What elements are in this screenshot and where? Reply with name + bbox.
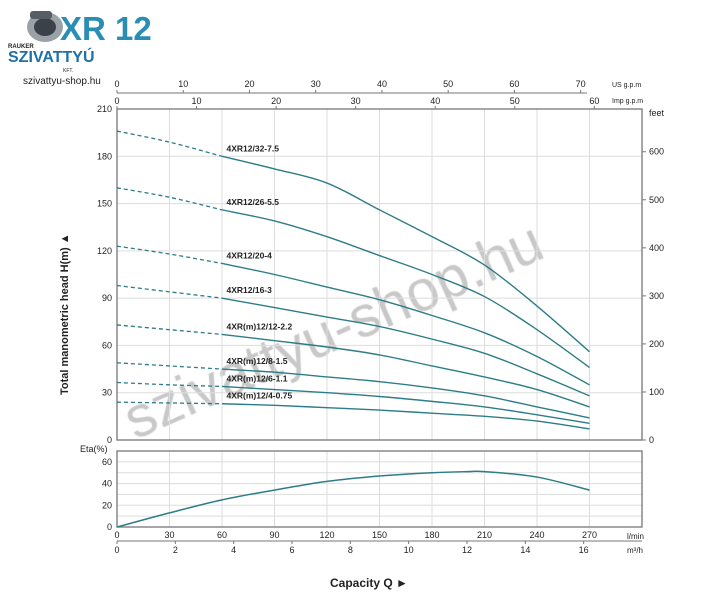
top-axis-tick-label: 0 (114, 96, 119, 106)
pump-curve (221, 368, 590, 419)
y-tick-label: 180 (97, 151, 112, 161)
efficiency-curve (116, 470, 590, 528)
y-tick-label: 30 (102, 388, 112, 398)
lmin-tick-label: 210 (477, 530, 492, 540)
curve-dashed-segment (116, 401, 223, 405)
pump-curve (221, 297, 590, 397)
y-tick-label: 90 (102, 293, 112, 303)
lmin-tick-label: 150 (372, 530, 387, 540)
feet-tick-label: 600 (649, 147, 664, 157)
top-axis-tick-label: 60 (589, 96, 599, 106)
eta-tick-label: 20 (102, 500, 112, 510)
pump-curve (221, 403, 590, 430)
logo: XR 12 RAUKER SZIVATTYÚ KFT. szivattyu-sh… (8, 10, 152, 87)
eta-tick-label: 0 (107, 522, 112, 532)
lmin-tick-label: 180 (424, 530, 439, 540)
pump-curve (221, 209, 590, 369)
x-axis-title: Capacity Q ► (330, 576, 408, 590)
y-tick-label: 150 (97, 199, 112, 209)
website-link[interactable]: szivattyu-shop.hu (23, 76, 101, 87)
feet-tick-label: 500 (649, 195, 664, 205)
lmin-tick-label: 120 (319, 530, 334, 540)
feet-tick-label: 400 (649, 243, 664, 253)
curve-dashed-segment (116, 324, 223, 336)
top-axis-tick-label: 20 (244, 79, 254, 89)
curve-label: 4XR(m)12/12-2.2 (227, 321, 293, 331)
lmin-tick-label: 90 (269, 530, 279, 540)
top-axis-tick-label: 70 (576, 79, 586, 89)
top-axis-tick-label: 30 (311, 79, 321, 89)
lmin-tick-label: 240 (529, 530, 544, 540)
eta-tick-label: 60 (102, 457, 112, 467)
main-plot-frame (116, 108, 643, 441)
top-axis-tick-label: 0 (114, 79, 119, 89)
y-tick-label: 120 (97, 246, 112, 256)
eta-tick-label: 40 (102, 479, 112, 489)
curve-label: 4XR12/26-5.5 (227, 197, 280, 207)
brand-sub: KFT. (63, 68, 73, 74)
pump-curve (221, 155, 590, 353)
curve-label: 4XR12/20-4 (227, 250, 273, 260)
brand-main: SZIVATTYÚ (8, 47, 95, 66)
lmin-axis-label: l/min (627, 532, 644, 541)
m3h-tick-label: 12 (462, 545, 472, 555)
logo-title: XR 12 (60, 10, 152, 47)
curve-dashed-segment (116, 284, 223, 299)
m3h-tick-label: 16 (579, 545, 589, 555)
top-axis-tick-label: 20 (271, 96, 281, 106)
m3h-tick-label: 8 (348, 545, 353, 555)
lmin-tick-label: 0 (114, 530, 119, 540)
m3h-tick-label: 0 (114, 545, 119, 555)
top-axis-tick-label: 60 (509, 79, 519, 89)
curve-label: 4XR12/32-7.5 (227, 143, 280, 153)
y-tick-label: 60 (102, 340, 112, 350)
feet-tick-label: 100 (649, 387, 664, 397)
brand-top: RAUKER (8, 44, 34, 50)
curve-label: 4XR(m)12/6-1.1 (227, 373, 288, 383)
top-axis-tick-label: 10 (192, 96, 202, 106)
feet-axis-label: feet (649, 108, 665, 118)
m3h-tick-label: 14 (520, 545, 530, 555)
feet-tick-label: 200 (649, 339, 664, 349)
eta-axis-title: Eta(%) (80, 444, 108, 454)
m3h-axis-label: m³/h (627, 546, 643, 555)
pump-icon (27, 11, 63, 42)
pump-curve (221, 333, 590, 408)
m3h-tick-label: 2 (173, 545, 178, 555)
curve-label: 4XR12/16-3 (227, 285, 273, 295)
m3h-tick-label: 10 (404, 545, 414, 555)
eta-plot-frame (116, 450, 643, 528)
top-axis-tick-label: 30 (351, 96, 361, 106)
top-axis-label: US g.p.m (612, 82, 641, 89)
curve-label: 4XR(m)12/8-1.5 (227, 356, 288, 366)
lmin-tick-label: 270 (582, 530, 597, 540)
feet-tick-label: 0 (649, 435, 654, 445)
top-axis-tick-label: 50 (443, 79, 453, 89)
pump-curve (221, 385, 590, 424)
top-axis-label: Imp g.p.m (612, 98, 643, 105)
curve-dashed-segment (116, 381, 223, 388)
y-tick-label: 210 (97, 104, 112, 114)
y-tick-label: 0 (107, 435, 112, 445)
m3h-tick-label: 4 (231, 545, 236, 555)
curve-dashed-segment (116, 245, 223, 265)
top-axis-tick-label: 50 (510, 96, 520, 106)
top-axis-tick-label: 40 (430, 96, 440, 106)
y-axis-title: Total manometric head H(m) ▲ (59, 233, 71, 395)
pump-curve (221, 262, 590, 386)
curve-label: 4XR(m)12/4-0.75 (227, 391, 293, 401)
lmin-tick-label: 30 (164, 530, 174, 540)
curve-dashed-segment (116, 362, 223, 370)
top-axis-tick-label: 40 (377, 79, 387, 89)
m3h-tick-label: 6 (289, 545, 294, 555)
top-axis-tick-label: 10 (178, 79, 188, 89)
lmin-tick-label: 60 (217, 530, 227, 540)
feet-tick-label: 300 (649, 291, 664, 301)
